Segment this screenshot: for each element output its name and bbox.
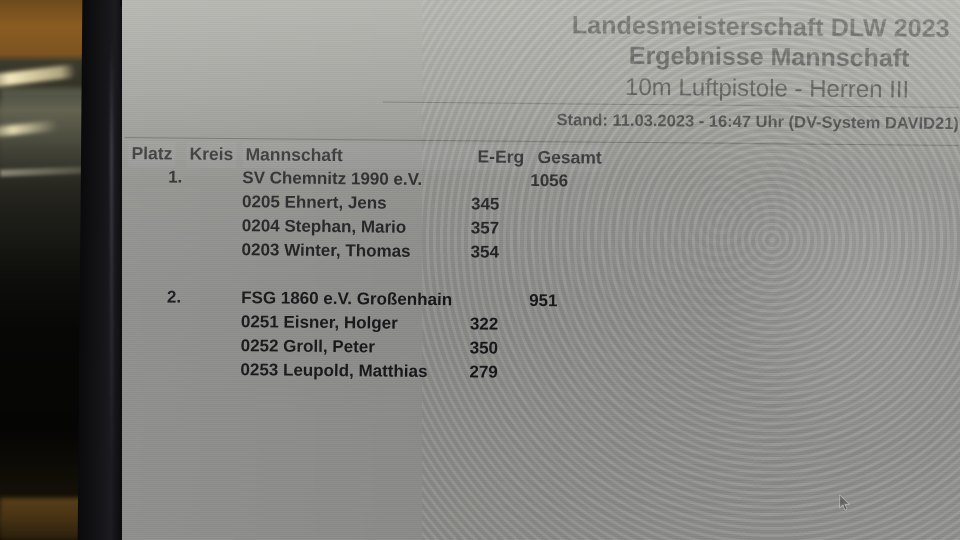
shooter-score: 279 [469,362,498,382]
shooter-name: 0204 Stephan, Mario [241,216,407,237]
team-total: 951 [529,290,558,311]
team-name: SV Chemnitz 1990 e.V. [242,168,423,189]
shooter-score: 357 [470,218,500,238]
team-name: FSG 1860 e.V. Großenhain [241,288,453,310]
team-rank: 2. [166,287,182,307]
shooter-score: 345 [470,194,500,214]
shooter-name: 0203 Winter, Thomas [241,240,411,261]
shooter-name: 0252 Groll, Peter [240,336,375,357]
document-header: Landesmeisterschaft DLW 2023 Ergebnisse … [257,7,958,106]
column-header-mannschaft: Mannschaft [242,142,475,171]
team-rank: 1. [168,167,183,187]
monitor-bezel-highlight [110,40,113,470]
shooter-score: 350 [469,338,499,358]
column-header-gesamt: Gesamt [534,144,618,172]
column-header-platz: Platz [128,141,186,168]
column-header-kreis: Kreis [186,141,240,169]
results-document: Landesmeisterschaft DLW 2023 Ergebnisse … [122,0,960,540]
shooter-name: 0253 Leupold, Matthias [240,360,428,381]
results-table: Platz Kreis Mannschaft E-Erg Gesamt 1. S… [124,141,958,391]
mouse-cursor-arrow-icon [838,494,851,512]
monitor-screen: Landesmeisterschaft DLW 2023 Ergebnisse … [122,0,960,540]
monitor-bezel-left [77,0,129,540]
team-total: 1056 [530,170,569,191]
shooter-name: 0205 Ehnert, Jens [241,192,387,213]
shooter-name: 0251 Eisner, Holger [240,312,398,333]
discipline-line: 10m Luftpistole - Herren III [624,73,910,104]
shooter-score: 354 [470,242,500,262]
status-line: Stand: 11.03.2023 - 16:47 Uhr (DV-System… [556,111,959,134]
shooter-score: 322 [469,314,499,334]
column-header-eerg: E-Erg [474,144,532,171]
